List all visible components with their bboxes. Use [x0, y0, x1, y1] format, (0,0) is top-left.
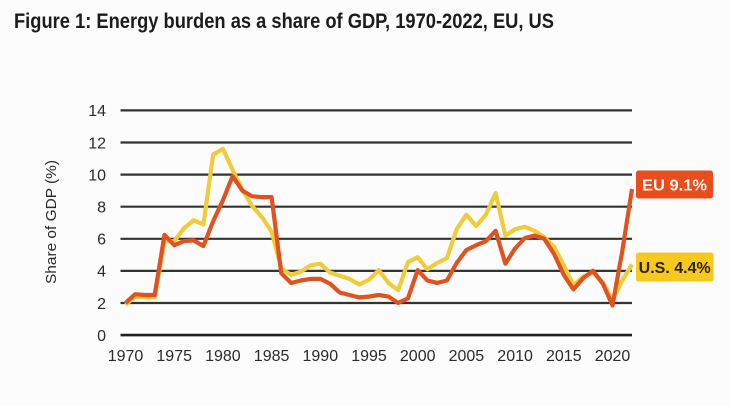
svg-text:1975: 1975 [156, 348, 192, 365]
svg-text:2015: 2015 [546, 348, 582, 365]
svg-text:8: 8 [97, 200, 106, 217]
svg-text:U.S. 4.4%: U.S. 4.4% [639, 260, 711, 277]
svg-text:14: 14 [88, 103, 106, 120]
svg-text:6: 6 [97, 232, 106, 249]
svg-text:2: 2 [97, 296, 106, 313]
svg-text:EU 9.1%: EU 9.1% [642, 178, 707, 195]
svg-text:2020: 2020 [595, 348, 631, 365]
svg-text:0: 0 [97, 328, 106, 345]
svg-text:1995: 1995 [351, 348, 387, 365]
svg-text:1985: 1985 [254, 348, 290, 365]
svg-text:2005: 2005 [449, 348, 485, 365]
svg-text:Figure 1: Energy burden as a s: Figure 1: Energy burden as a share of GD… [14, 10, 554, 33]
svg-text:4: 4 [97, 264, 106, 281]
svg-text:2010: 2010 [497, 348, 533, 365]
svg-text:1980: 1980 [205, 348, 241, 365]
svg-text:12: 12 [88, 135, 106, 152]
svg-text:Share of GDP (%): Share of GDP (%) [43, 160, 60, 284]
svg-text:10: 10 [88, 167, 106, 184]
svg-text:2000: 2000 [400, 348, 436, 365]
svg-text:1970: 1970 [108, 348, 144, 365]
svg-text:1990: 1990 [303, 348, 339, 365]
